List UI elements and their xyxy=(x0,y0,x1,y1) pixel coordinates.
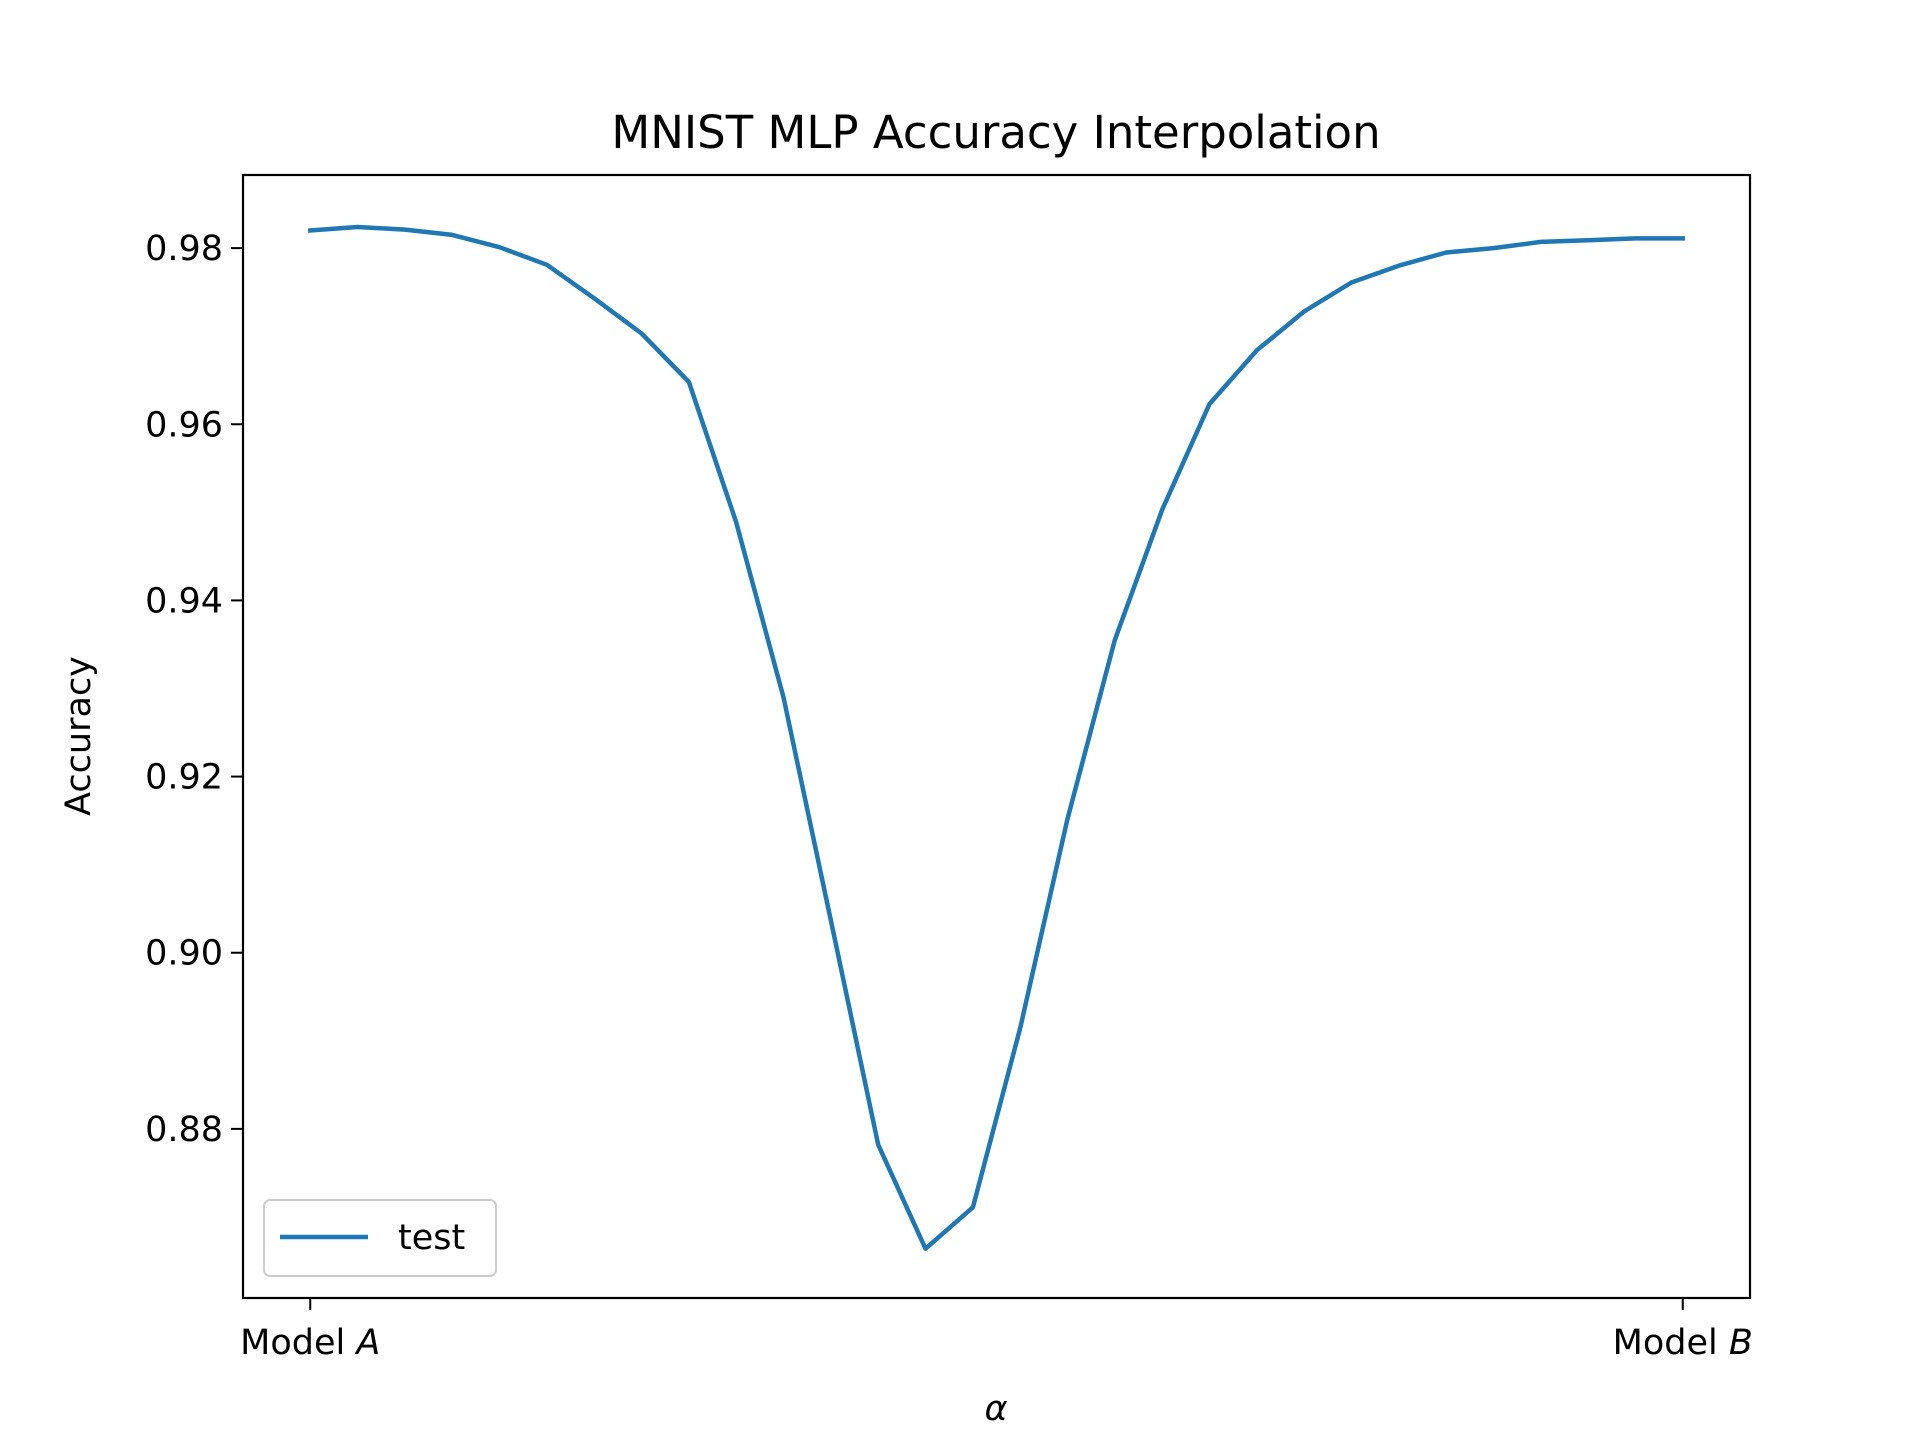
series-line-test xyxy=(307,224,1685,1251)
x-tick-label: Model A xyxy=(240,1323,380,1363)
series-layer xyxy=(307,224,1685,1251)
y-tick-label: 0.92 xyxy=(145,758,223,798)
y-tick-label: 0.96 xyxy=(145,405,223,445)
plot-frame xyxy=(241,173,1752,1300)
y-axis-ticks: 0.88 0.90 0.92 0.94 0.96 0.98 xyxy=(145,229,243,1150)
y-tick-label: 0.90 xyxy=(145,934,223,974)
legend-box xyxy=(263,1199,497,1277)
legend: test xyxy=(263,1199,497,1277)
x-axis-ticks: Model A Model B xyxy=(240,1298,1753,1363)
y-axis-label: Accuracy xyxy=(59,656,99,816)
chart-title: MNIST MLP Accuracy Interpolation xyxy=(611,106,1380,159)
x-tick-label-var: A xyxy=(354,1323,380,1363)
x-tick-label: Model B xyxy=(1613,1323,1753,1363)
x-tick-label-prefix: Model xyxy=(240,1323,356,1363)
y-tick-label: 0.94 xyxy=(145,581,223,621)
y-tick-label: 0.98 xyxy=(145,229,223,269)
x-axis-label: α xyxy=(984,1389,1007,1429)
legend-label-test: test xyxy=(398,1218,465,1258)
x-tick-label-var: B xyxy=(1729,1323,1753,1363)
x-tick-label-prefix: Model xyxy=(1613,1323,1729,1363)
y-tick-label: 0.88 xyxy=(145,1110,223,1150)
